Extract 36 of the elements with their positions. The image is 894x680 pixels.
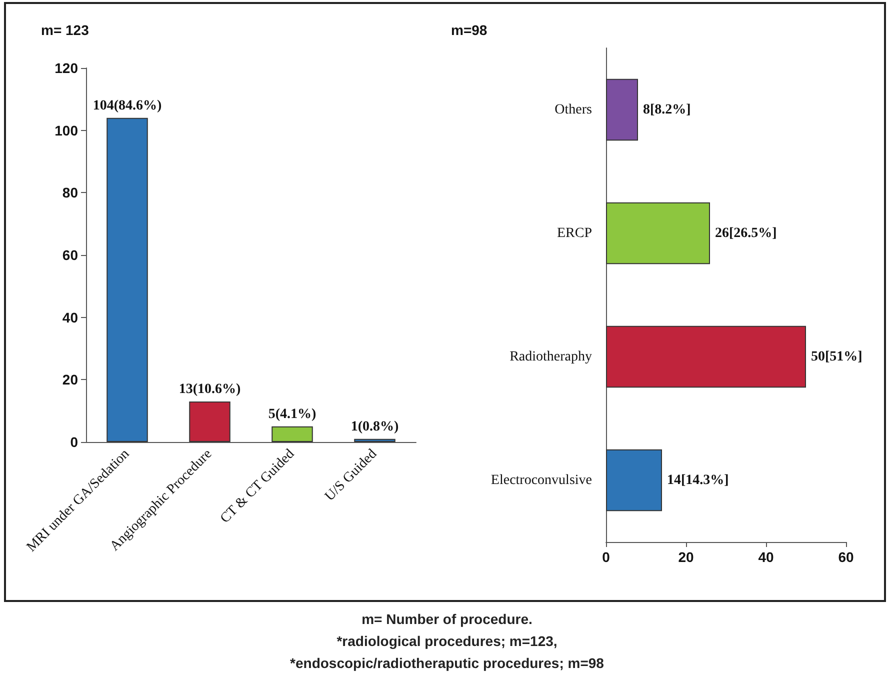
bar bbox=[106, 118, 148, 442]
text: m=98 bbox=[451, 22, 488, 38]
x-tick-label: 40 bbox=[758, 549, 774, 565]
y-tick-label: 120 bbox=[54, 60, 78, 76]
data-label: 8[8.2%] bbox=[643, 102, 691, 118]
bar bbox=[272, 426, 313, 442]
y-tick-label: 80 bbox=[62, 184, 78, 201]
bar bbox=[606, 78, 638, 141]
data-label: 50[51%] bbox=[811, 349, 862, 364]
bar bbox=[606, 202, 710, 264]
y-tick-label: Electroconvulsive bbox=[490, 472, 592, 488]
y-tick-label: Radiotheraphy bbox=[510, 349, 592, 364]
y-tick-label: Others bbox=[554, 102, 592, 118]
y-tick-label: 20 bbox=[62, 372, 78, 388]
data-label: 1(0.8%) bbox=[350, 419, 399, 434]
bar bbox=[189, 401, 230, 442]
y-tick-label: 0 bbox=[70, 434, 78, 450]
y-tick-label: 100 bbox=[54, 122, 78, 138]
chart-title: m= 123 bbox=[41, 22, 90, 38]
text: m= Number of procedure. bbox=[360, 610, 534, 629]
y-tick-label: 40 bbox=[62, 309, 78, 326]
data-label: 14[14.3%] bbox=[667, 472, 729, 488]
y-tick-label: ERCP bbox=[556, 226, 592, 241]
x-tick-label: 0 bbox=[602, 549, 610, 565]
x-tick-label: 20 bbox=[678, 549, 694, 565]
y-tick-label: 60 bbox=[62, 247, 78, 263]
x-tick-label: 60 bbox=[838, 549, 854, 565]
bar bbox=[354, 438, 396, 442]
text: *radiological procedures; m=123, bbox=[336, 632, 558, 651]
data-label: 13(10.6%) bbox=[178, 382, 241, 397]
bar bbox=[606, 449, 662, 512]
data-label: 26[26.5%] bbox=[715, 226, 777, 241]
text: *endoscopic/radiotheraputic procedures; m=98 bbox=[289, 654, 605, 673]
data-label: 5(4.1%) bbox=[268, 406, 316, 422]
bar bbox=[606, 326, 806, 388]
data-label: 104(84.6%) bbox=[92, 98, 162, 114]
